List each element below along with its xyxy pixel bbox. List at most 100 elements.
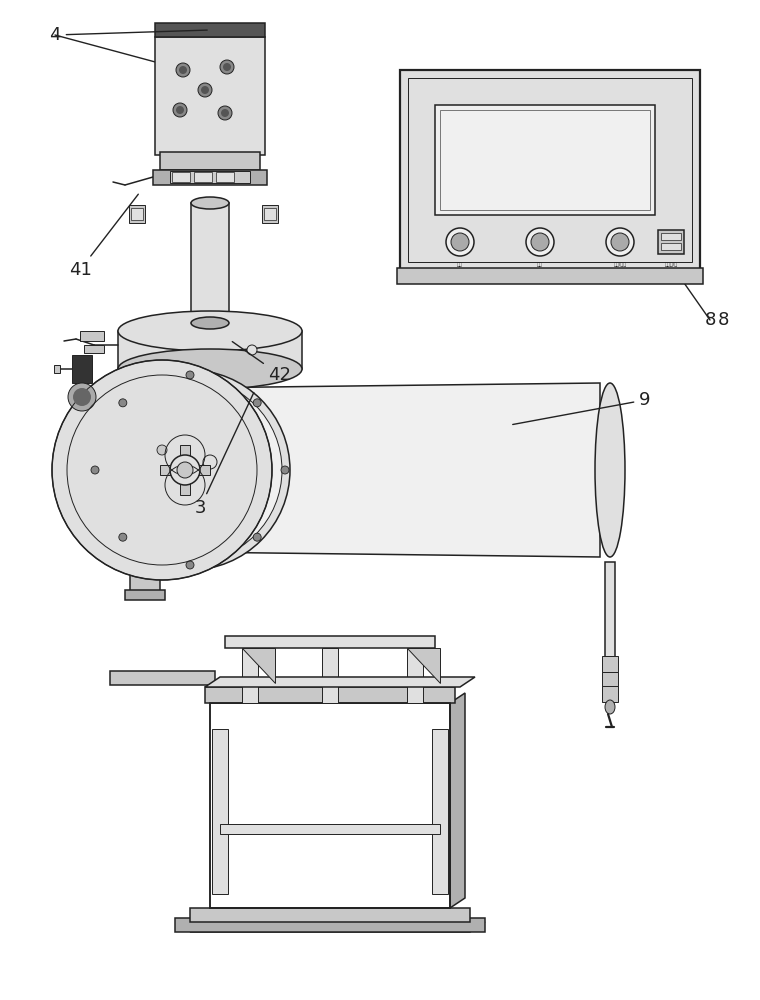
Bar: [210, 703, 450, 908]
Bar: [262, 205, 278, 223]
Circle shape: [281, 466, 289, 474]
Circle shape: [176, 63, 190, 77]
Bar: [400, 70, 700, 270]
Text: 电源开/关: 电源开/关: [664, 262, 678, 267]
Bar: [322, 648, 338, 703]
Polygon shape: [450, 693, 465, 908]
Bar: [408, 78, 692, 262]
Text: 3: 3: [195, 393, 254, 517]
Circle shape: [157, 445, 167, 455]
Bar: [160, 152, 260, 170]
Bar: [172, 172, 190, 182]
Ellipse shape: [118, 311, 302, 351]
Bar: [216, 172, 234, 182]
Circle shape: [68, 383, 96, 411]
Text: 41: 41: [68, 194, 138, 279]
Circle shape: [451, 233, 469, 251]
Circle shape: [203, 455, 217, 469]
Bar: [130, 557, 160, 592]
Bar: [110, 671, 215, 685]
Circle shape: [446, 228, 474, 256]
Bar: [602, 686, 618, 702]
Bar: [397, 268, 703, 284]
Bar: [80, 331, 104, 341]
Bar: [155, 23, 265, 37]
Text: 调节: 调节: [537, 262, 543, 267]
Text: 8: 8: [705, 311, 716, 329]
Polygon shape: [242, 648, 275, 683]
Circle shape: [221, 109, 229, 117]
Circle shape: [170, 455, 200, 485]
Circle shape: [52, 360, 272, 580]
Polygon shape: [190, 922, 485, 932]
Circle shape: [90, 370, 290, 570]
Circle shape: [91, 466, 99, 474]
Circle shape: [253, 399, 261, 407]
Bar: [190, 908, 470, 922]
Circle shape: [176, 106, 184, 114]
Circle shape: [606, 228, 634, 256]
Bar: [155, 37, 265, 155]
Bar: [658, 230, 684, 254]
Circle shape: [201, 86, 209, 94]
Circle shape: [247, 345, 257, 355]
Bar: [205, 687, 455, 703]
Text: 启止: 启止: [457, 262, 463, 267]
Circle shape: [186, 561, 194, 569]
Bar: [432, 729, 448, 894]
Circle shape: [186, 371, 194, 379]
Bar: [118, 331, 302, 369]
Polygon shape: [205, 677, 475, 687]
Circle shape: [119, 533, 127, 541]
Bar: [205, 462, 215, 480]
Text: 4: 4: [49, 26, 207, 44]
Circle shape: [253, 533, 261, 541]
Circle shape: [179, 66, 187, 74]
Circle shape: [611, 233, 629, 251]
Ellipse shape: [191, 197, 229, 209]
Polygon shape: [185, 383, 600, 557]
Bar: [602, 672, 618, 687]
Bar: [131, 208, 143, 220]
Bar: [440, 110, 650, 210]
Bar: [264, 208, 276, 220]
Bar: [605, 562, 615, 657]
Bar: [220, 824, 440, 834]
Text: 增速/减速: 增速/减速: [613, 262, 626, 267]
Circle shape: [119, 399, 127, 407]
Text: 8: 8: [718, 311, 730, 329]
Bar: [54, 365, 60, 373]
Bar: [435, 105, 655, 215]
Bar: [160, 465, 210, 475]
Ellipse shape: [595, 383, 625, 557]
Bar: [602, 656, 618, 672]
Bar: [210, 703, 450, 908]
Circle shape: [526, 228, 554, 256]
Circle shape: [98, 378, 282, 562]
Ellipse shape: [118, 349, 302, 389]
Bar: [191, 203, 229, 323]
Bar: [225, 636, 435, 648]
Bar: [201, 442, 219, 456]
Text: 42: 42: [233, 342, 292, 384]
Bar: [661, 243, 681, 250]
Bar: [203, 478, 217, 486]
Bar: [175, 918, 485, 932]
Circle shape: [223, 63, 231, 71]
Ellipse shape: [191, 317, 229, 329]
Circle shape: [531, 233, 549, 251]
Bar: [407, 648, 423, 703]
Bar: [212, 729, 228, 894]
Bar: [661, 233, 681, 240]
Ellipse shape: [605, 700, 615, 714]
Bar: [242, 648, 258, 703]
Circle shape: [218, 106, 232, 120]
Bar: [180, 445, 190, 495]
Bar: [204, 387, 216, 442]
Circle shape: [73, 388, 91, 406]
Bar: [194, 172, 212, 182]
Bar: [153, 170, 267, 185]
Bar: [125, 590, 165, 600]
Circle shape: [177, 462, 193, 478]
Bar: [84, 345, 104, 353]
